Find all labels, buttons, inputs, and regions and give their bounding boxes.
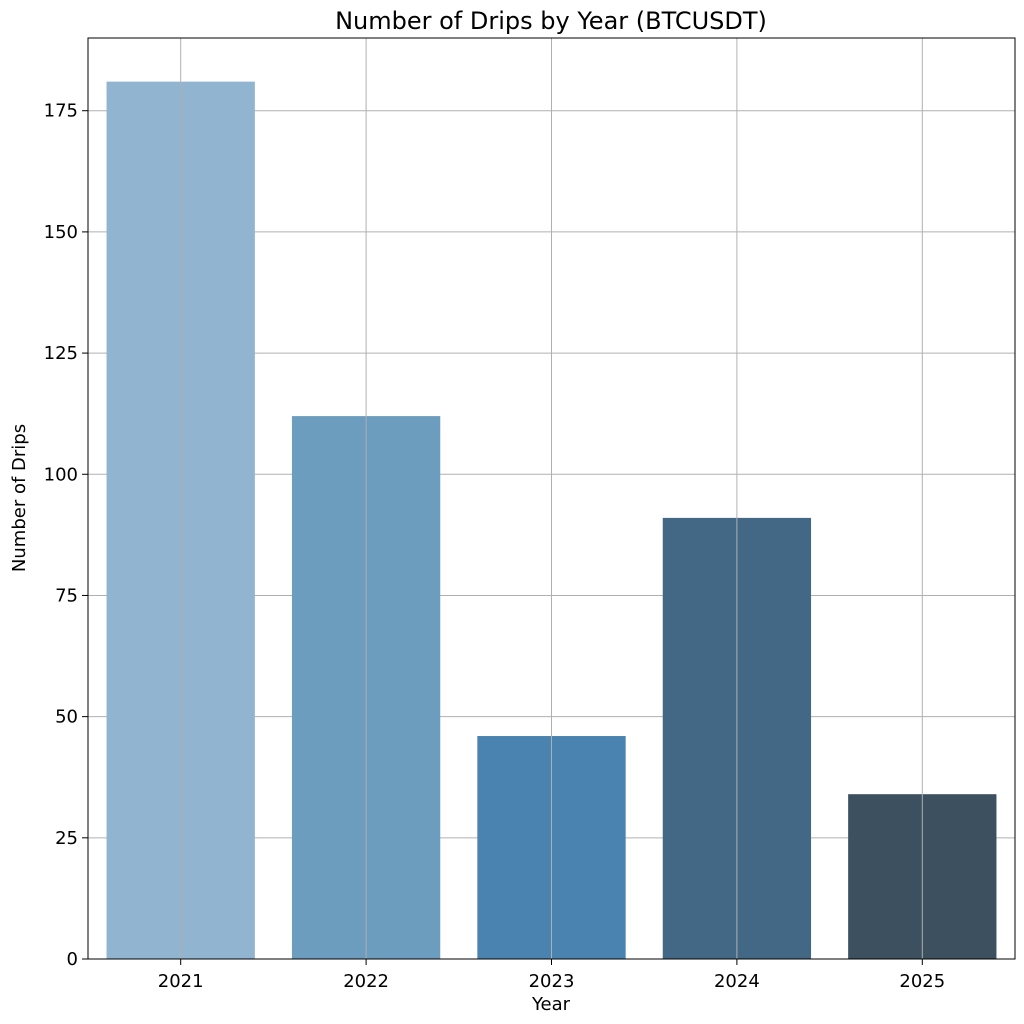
x-tick-label: 2023 — [529, 971, 575, 992]
y-tick-label: 50 — [55, 707, 78, 728]
x-tick-label: 2022 — [343, 971, 389, 992]
y-axis-ticks: 0 25 50 75 100 125 150 175 — [44, 101, 88, 970]
x-axis-ticks: 2021 2022 2023 2024 2025 — [158, 959, 945, 992]
y-tick-label: 150 — [44, 222, 78, 243]
x-tick-label: 2024 — [714, 971, 760, 992]
y-tick-label: 175 — [44, 101, 78, 122]
vertical-grid-lines — [180, 38, 923, 959]
y-tick-label: 125 — [44, 343, 78, 364]
x-tick-label: 2021 — [158, 971, 204, 992]
y-tick-label: 25 — [55, 828, 78, 849]
y-tick-label: 100 — [44, 464, 78, 485]
x-tick-label: 2025 — [899, 971, 945, 992]
chart-title: Number of Drips by Year (BTCUSDT) — [335, 7, 767, 35]
y-axis-label: Number of Drips — [9, 424, 30, 572]
y-tick-label: 0 — [67, 949, 78, 970]
x-axis-label: Year — [531, 994, 571, 1015]
y-tick-label: 75 — [55, 585, 78, 606]
